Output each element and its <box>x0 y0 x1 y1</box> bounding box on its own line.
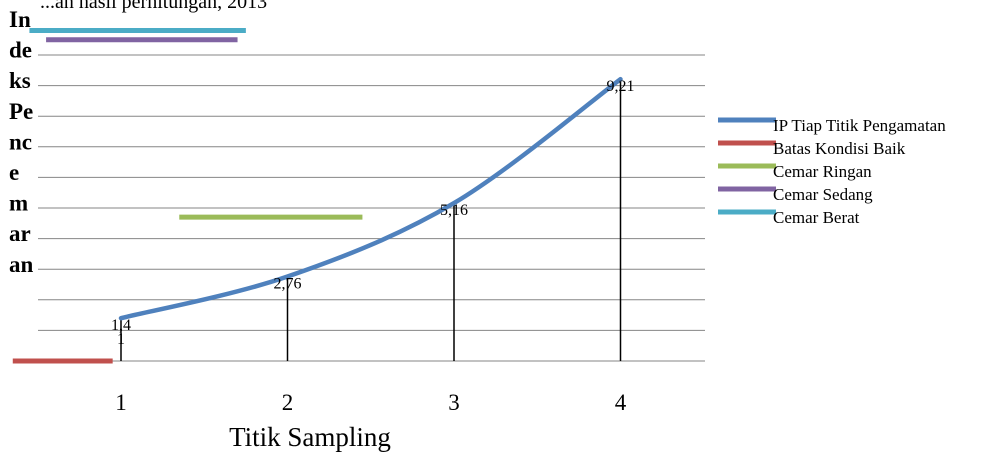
legend-label: Batas Kondisi Baik <box>773 139 906 158</box>
series-layer <box>118 76 623 321</box>
data-label: 1,4 <box>111 317 131 334</box>
data-label-extra: 1 <box>117 331 125 348</box>
x-tick-label: 2 <box>282 390 294 415</box>
legend-label: IP Tiap Titik Pengamatan <box>773 116 946 135</box>
y-axis-label-part: In <box>9 7 31 32</box>
x-axis-title: Titik Sampling <box>229 422 391 452</box>
x-tick-label: 4 <box>615 390 627 415</box>
data-label: 2,76 <box>274 276 302 293</box>
y-axis-label-part: nc <box>9 129 32 154</box>
top-text-fragment: ...an hasil perhitungan, 2013 <box>40 0 267 13</box>
y-axis-label-part: ks <box>9 68 31 93</box>
series-line <box>118 76 623 321</box>
y-axis-label: In de ks Pe nc em ar an <box>9 7 34 277</box>
x-axis-ticks: 1 2 3 4 <box>115 390 627 415</box>
data-labels: 1,4 2,76 5,16 9,21 1 <box>111 78 635 348</box>
x-tick-label: 1 <box>115 390 127 415</box>
legend-label: Cemar Berat <box>773 208 860 227</box>
legend-label: Cemar Ringan <box>773 162 872 181</box>
legend-label: Cemar Sedang <box>773 185 873 204</box>
drop-lines <box>120 79 622 361</box>
y-axis-label-part: ar <box>9 221 31 246</box>
data-label: 9,21 <box>607 78 635 95</box>
y-axis-label-part: an <box>9 252 34 277</box>
legend: IP Tiap Titik Pengamatan Batas Kondisi Ba… <box>718 116 946 227</box>
y-axis-label-part: e <box>9 160 19 185</box>
x-tick-label: 3 <box>448 390 460 415</box>
y-axis-label-part: de <box>9 38 32 63</box>
reference-lines <box>12 28 363 364</box>
gridlines <box>38 54 705 362</box>
y-axis-label-part: Pe <box>9 99 33 124</box>
data-label: 5,16 <box>440 202 468 219</box>
y-axis-label-part: m <box>9 191 28 216</box>
